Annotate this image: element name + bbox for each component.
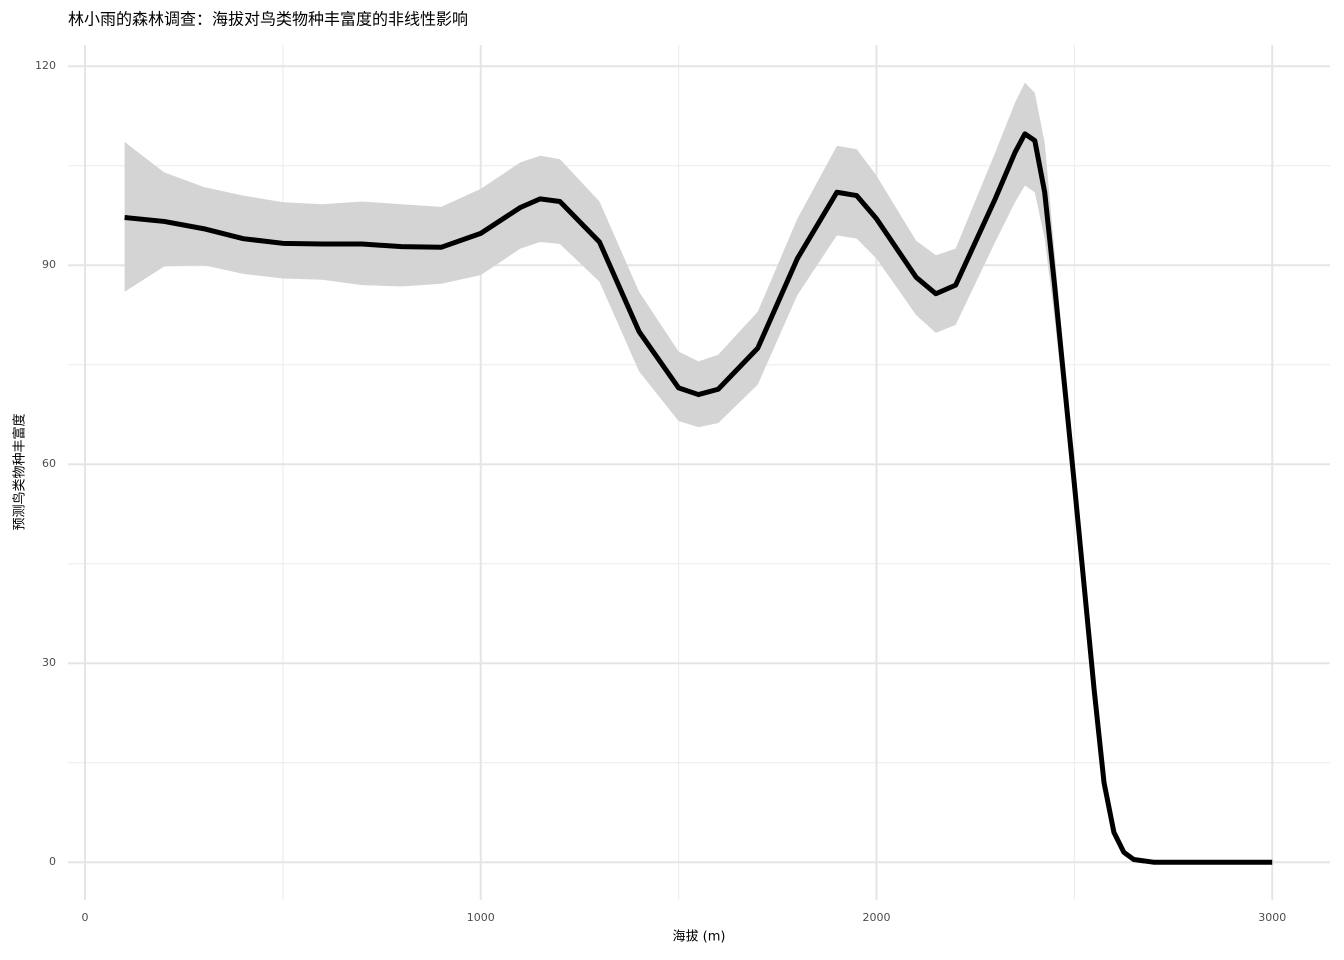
y-tick-label: 30: [42, 656, 56, 669]
chart-title: 林小雨的森林调查：海拔对鸟类物种丰富度的非线性影响: [68, 10, 468, 29]
x-tick-label: 1000: [467, 911, 495, 924]
x-axis-label: 海拔 (m): [673, 930, 726, 945]
x-tick-label: 3000: [1258, 911, 1286, 924]
y-tick-label: 90: [42, 258, 56, 271]
line: [124, 131, 1273, 865]
x-tick-label: 2000: [862, 911, 890, 924]
y-tick-label: 0: [49, 855, 56, 868]
y-tick-label: 60: [42, 457, 56, 470]
x-tick-label: 0: [82, 911, 89, 924]
y-tick-label: 120: [35, 59, 56, 72]
confidence-band: [124, 82, 1273, 863]
y-axis-label: 预测鸟类物种丰富度: [12, 413, 28, 530]
